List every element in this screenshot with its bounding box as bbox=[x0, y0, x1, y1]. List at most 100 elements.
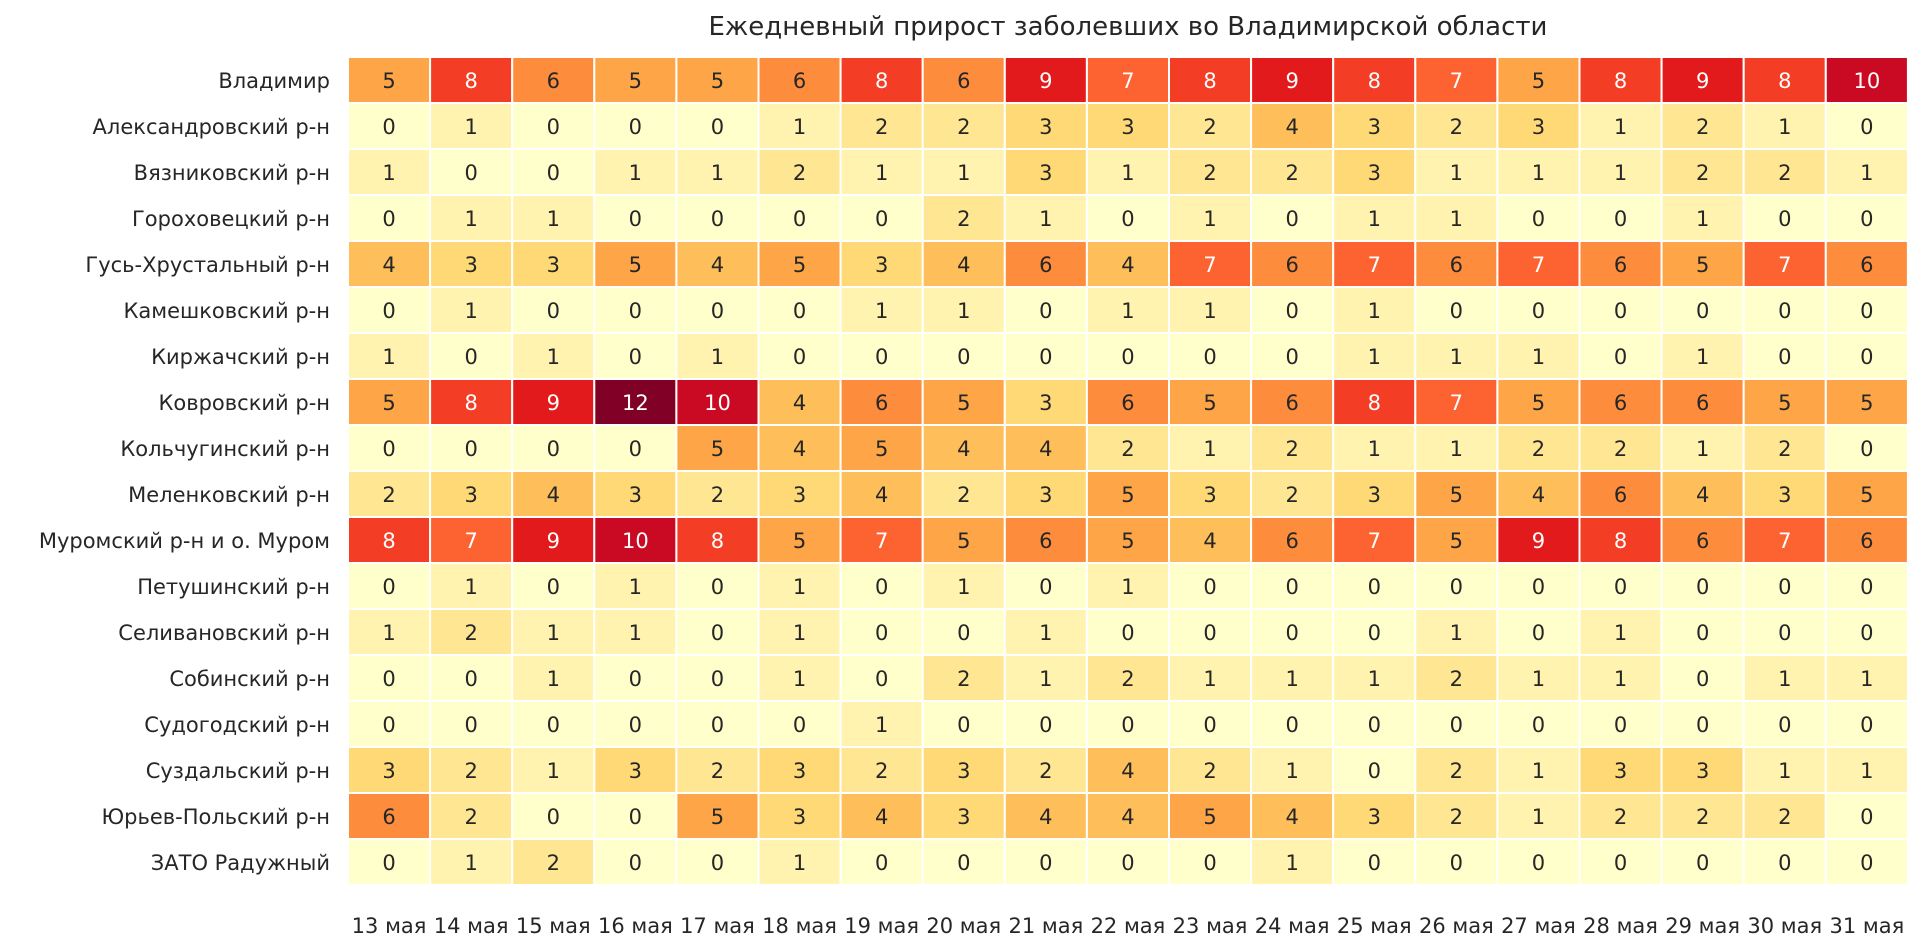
cell-value-label: 2 bbox=[875, 115, 888, 139]
cell-value-label: 1 bbox=[1368, 299, 1381, 323]
heatmap-cell bbox=[1250, 148, 1335, 196]
heatmap-cell bbox=[1660, 148, 1745, 196]
cell-value-label: 0 bbox=[547, 161, 560, 185]
heatmap-cell bbox=[1824, 792, 1909, 840]
heatmap-cell bbox=[1332, 286, 1417, 334]
heatmap-cell bbox=[1414, 746, 1499, 794]
heatmap-cell bbox=[429, 838, 514, 886]
cell-value-label: 0 bbox=[1614, 713, 1627, 737]
cell-value-label: 0 bbox=[629, 207, 642, 231]
cell-value-label: 5 bbox=[1203, 805, 1216, 829]
heatmap-cell bbox=[921, 424, 1006, 472]
cell-value-label: 1 bbox=[1368, 437, 1381, 461]
cell-value-label: 0 bbox=[382, 437, 395, 461]
cell-value-label: 1 bbox=[1860, 667, 1873, 691]
cell-value-label: 2 bbox=[1450, 759, 1463, 783]
cell-value-label: 0 bbox=[629, 667, 642, 691]
heatmap-cell bbox=[511, 838, 596, 886]
cell-value-label: 4 bbox=[1121, 759, 1134, 783]
cell-value-label: 0 bbox=[1860, 713, 1873, 737]
heatmap-cell bbox=[1085, 286, 1171, 334]
cell-value-label: 2 bbox=[1778, 161, 1791, 185]
heatmap-cell bbox=[1824, 194, 1909, 242]
cell-value-label: 4 bbox=[1039, 437, 1052, 461]
column-label: 22 мая bbox=[1091, 914, 1166, 938]
heatmap-cell bbox=[1742, 654, 1827, 702]
column-label: 15 мая bbox=[516, 914, 591, 938]
cell-value-label: 0 bbox=[793, 345, 806, 369]
cell-value-label: 2 bbox=[711, 759, 724, 783]
cell-value-label: 0 bbox=[1532, 621, 1545, 645]
cell-value-label: 12 bbox=[622, 391, 649, 415]
heatmap-cell bbox=[921, 56, 1006, 104]
cell-value-label: 0 bbox=[382, 299, 395, 323]
cell-value-label: 4 bbox=[1121, 805, 1134, 829]
heatmap-cell bbox=[1003, 608, 1088, 656]
column-label: 29 мая bbox=[1665, 914, 1740, 938]
heatmap-cell bbox=[1250, 194, 1335, 242]
cell-value-label: 4 bbox=[793, 391, 806, 415]
cell-value-label: 5 bbox=[1450, 529, 1463, 553]
heatmap-cell bbox=[1742, 194, 1827, 242]
cell-value-label: 2 bbox=[1285, 483, 1298, 507]
heatmap-cell bbox=[1085, 792, 1171, 840]
cell-value-label: 3 bbox=[1696, 759, 1709, 783]
heatmap-cell bbox=[921, 792, 1006, 840]
cell-value-label: 8 bbox=[464, 69, 477, 93]
heatmap-cell bbox=[757, 332, 842, 380]
row-label: Кольчугинский р-н bbox=[120, 437, 330, 461]
row-label: Владимир bbox=[218, 69, 330, 93]
heatmap-cell bbox=[1085, 562, 1171, 610]
cell-value-label: 5 bbox=[382, 391, 395, 415]
heatmap-cell bbox=[1742, 792, 1827, 840]
cell-value-label: 0 bbox=[1696, 621, 1709, 645]
cell-value-label: 1 bbox=[1860, 759, 1873, 783]
cell-value-label: 1 bbox=[1614, 161, 1627, 185]
heatmap-cell bbox=[1742, 746, 1827, 794]
column-label: 24 мая bbox=[1255, 914, 1330, 938]
cell-value-label: 0 bbox=[629, 437, 642, 461]
cell-value-label: 0 bbox=[1450, 575, 1463, 599]
heatmap-cell bbox=[429, 562, 514, 610]
heatmap-cell bbox=[1414, 56, 1499, 104]
cell-value-label: 0 bbox=[1203, 851, 1216, 875]
cell-value-label: 1 bbox=[793, 575, 806, 599]
heatmap-cell bbox=[593, 102, 678, 150]
heatmap-cell bbox=[1003, 424, 1088, 472]
cell-value-label: 2 bbox=[1203, 759, 1216, 783]
cell-value-label: 1 bbox=[1285, 667, 1298, 691]
cell-value-label: 0 bbox=[629, 115, 642, 139]
cell-value-label: 0 bbox=[711, 621, 724, 645]
cell-value-label: 0 bbox=[547, 437, 560, 461]
cell-value-label: 7 bbox=[1778, 529, 1791, 553]
heatmap-cell bbox=[1003, 562, 1088, 610]
cell-value-label: 0 bbox=[793, 713, 806, 737]
cell-value-label: 2 bbox=[1450, 115, 1463, 139]
cell-value-label: 4 bbox=[1532, 483, 1545, 507]
heatmap-cell bbox=[675, 240, 760, 288]
heatmap-cell bbox=[1003, 286, 1088, 334]
cell-value-label: 1 bbox=[1450, 621, 1463, 645]
heatmap-cell bbox=[347, 286, 432, 334]
cell-value-label: 0 bbox=[1285, 621, 1298, 645]
cell-value-label: 3 bbox=[1614, 759, 1627, 783]
cell-value-label: 7 bbox=[1450, 69, 1463, 93]
cell-value-label: 1 bbox=[1039, 667, 1052, 691]
heatmap-cell bbox=[1578, 378, 1663, 426]
cell-value-label: 4 bbox=[382, 253, 395, 277]
cell-value-label: 5 bbox=[1696, 253, 1709, 277]
cell-value-label: 3 bbox=[1368, 483, 1381, 507]
heatmap-cell bbox=[593, 148, 678, 196]
heatmap-cell bbox=[921, 286, 1006, 334]
cell-value-label: 1 bbox=[1532, 805, 1545, 829]
cell-value-label: 1 bbox=[875, 161, 888, 185]
heatmap-cell bbox=[675, 838, 760, 886]
cell-value-label: 3 bbox=[1368, 115, 1381, 139]
cell-value-label: 3 bbox=[1368, 805, 1381, 829]
heatmap-cell bbox=[921, 102, 1006, 150]
cell-value-label: 4 bbox=[793, 437, 806, 461]
heatmap-cell bbox=[1578, 56, 1663, 104]
heatmap-cell bbox=[1578, 148, 1663, 196]
row-label: Александровский р-н bbox=[93, 115, 330, 139]
cell-value-label: 0 bbox=[382, 713, 395, 737]
